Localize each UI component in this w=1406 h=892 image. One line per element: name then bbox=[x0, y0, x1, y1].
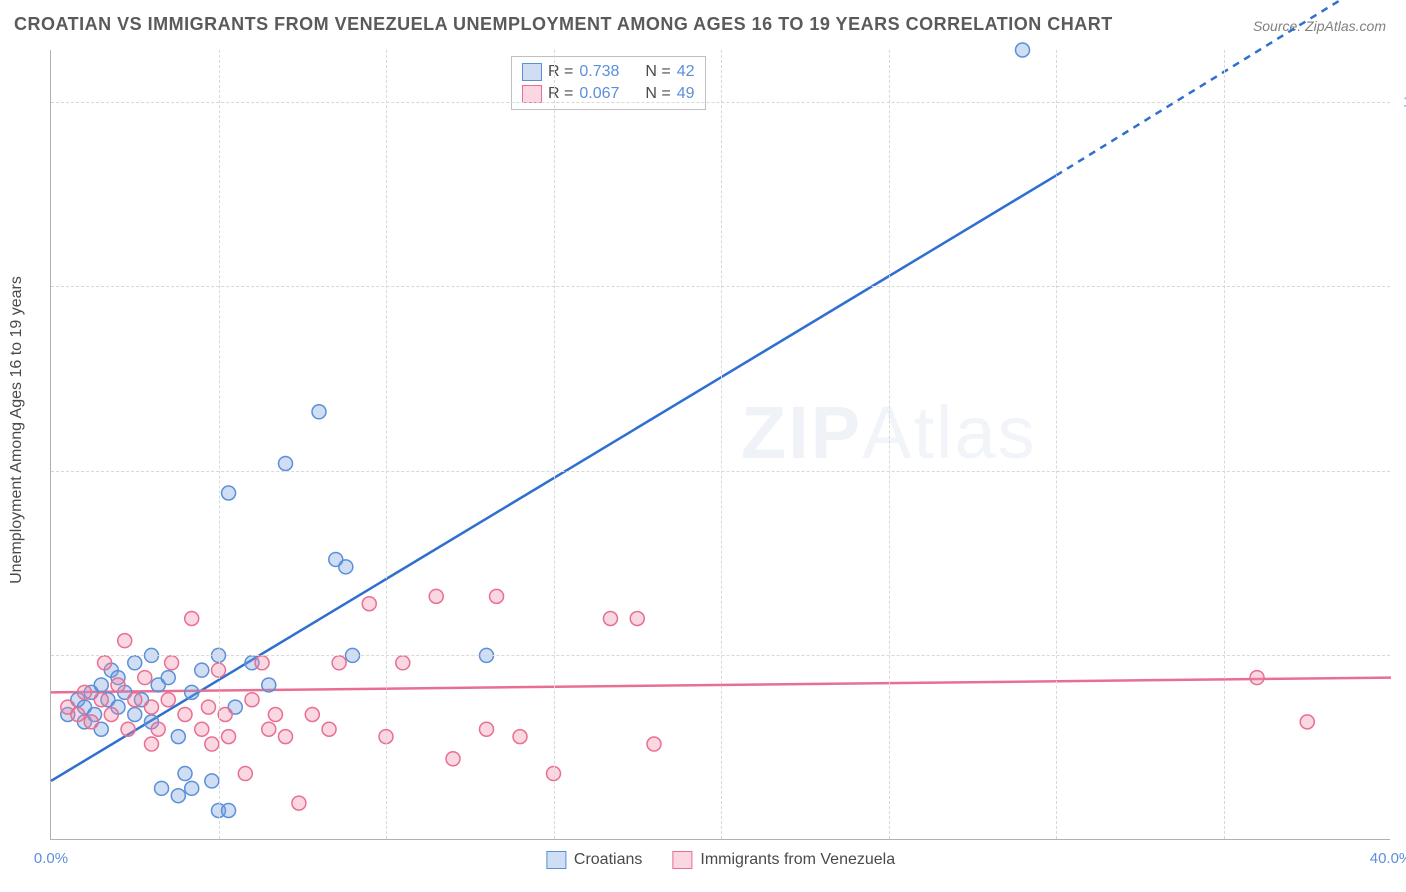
legend-item-0: Croatians bbox=[546, 851, 642, 869]
scatter-point bbox=[185, 685, 199, 699]
scatter-point bbox=[222, 486, 236, 500]
scatter-point bbox=[292, 796, 306, 810]
gridline-v bbox=[889, 50, 890, 839]
scatter-point bbox=[195, 663, 209, 677]
scatter-point bbox=[332, 656, 346, 670]
scatter-point bbox=[362, 597, 376, 611]
y-axis-label: Unemployment Among Ages 16 to 19 years bbox=[8, 276, 26, 584]
scatter-point bbox=[94, 678, 108, 692]
scatter-point bbox=[171, 789, 185, 803]
scatter-point bbox=[171, 730, 185, 744]
r-label: R = bbox=[548, 63, 573, 81]
chart-title: CROATIAN VS IMMIGRANTS FROM VENEZUELA UN… bbox=[14, 14, 1113, 35]
gridline-v bbox=[1056, 50, 1057, 839]
scatter-point bbox=[647, 737, 661, 751]
scatter-point bbox=[255, 656, 269, 670]
scatter-point bbox=[185, 781, 199, 795]
scatter-point bbox=[195, 722, 209, 736]
scatter-point bbox=[178, 707, 192, 721]
scatter-point bbox=[1250, 671, 1264, 685]
r-value-1: 0.067 bbox=[579, 85, 619, 103]
legend-row-series-0: R = 0.738 N = 42 bbox=[522, 61, 695, 83]
scatter-point bbox=[218, 707, 232, 721]
scatter-point bbox=[429, 589, 443, 603]
scatter-point bbox=[312, 405, 326, 419]
scatter-point bbox=[128, 656, 142, 670]
scatter-point bbox=[118, 634, 132, 648]
scatter-point bbox=[104, 707, 118, 721]
scatter-point bbox=[480, 722, 494, 736]
x-tick-label: 0.0% bbox=[34, 850, 68, 867]
scatter-point bbox=[222, 730, 236, 744]
x-tick-label: 40.0% bbox=[1370, 850, 1406, 867]
r-value-0: 0.738 bbox=[579, 63, 619, 81]
gridline-v bbox=[1224, 50, 1225, 839]
scatter-point bbox=[279, 730, 293, 744]
scatter-point bbox=[396, 656, 410, 670]
swatch-series-1 bbox=[672, 851, 692, 869]
gridline-v bbox=[721, 50, 722, 839]
scatter-point bbox=[185, 612, 199, 626]
scatter-point bbox=[513, 730, 527, 744]
gridline-v bbox=[386, 50, 387, 839]
scatter-point bbox=[268, 707, 282, 721]
scatter-point bbox=[201, 700, 215, 714]
plot-area: ZIPAtlas R = 0.738 N = 42 R = 0.067 N = … bbox=[50, 50, 1390, 840]
scatter-point bbox=[1300, 715, 1314, 729]
n-label: N = bbox=[645, 85, 670, 103]
gridline-v bbox=[219, 50, 220, 839]
source-attribution: Source: ZipAtlas.com bbox=[1253, 18, 1386, 34]
scatter-point bbox=[98, 656, 112, 670]
series-legend: Croatians Immigrants from Venezuela bbox=[546, 851, 895, 869]
scatter-point bbox=[205, 774, 219, 788]
scatter-point bbox=[322, 722, 336, 736]
scatter-point bbox=[121, 722, 135, 736]
scatter-point bbox=[205, 737, 219, 751]
scatter-point bbox=[111, 678, 125, 692]
scatter-point bbox=[151, 722, 165, 736]
legend-label-0: Croatians bbox=[574, 851, 642, 869]
scatter-point bbox=[245, 693, 259, 707]
legend-item-1: Immigrants from Venezuela bbox=[672, 851, 895, 869]
scatter-point bbox=[630, 612, 644, 626]
scatter-point bbox=[262, 678, 276, 692]
scatter-point bbox=[145, 700, 159, 714]
scatter-point bbox=[339, 560, 353, 574]
scatter-point bbox=[155, 781, 169, 795]
scatter-point bbox=[145, 737, 159, 751]
swatch-series-0 bbox=[522, 63, 542, 81]
scatter-point bbox=[165, 656, 179, 670]
n-value-1: 49 bbox=[677, 85, 695, 103]
scatter-point bbox=[446, 752, 460, 766]
n-label: N = bbox=[645, 63, 670, 81]
scatter-point bbox=[138, 671, 152, 685]
scatter-point bbox=[71, 707, 85, 721]
scatter-point bbox=[128, 693, 142, 707]
scatter-point bbox=[178, 767, 192, 781]
scatter-point bbox=[1016, 43, 1030, 57]
scatter-point bbox=[490, 589, 504, 603]
scatter-point bbox=[78, 685, 92, 699]
r-label: R = bbox=[548, 85, 573, 103]
scatter-point bbox=[161, 671, 175, 685]
scatter-point bbox=[84, 715, 98, 729]
scatter-point bbox=[94, 693, 108, 707]
scatter-point bbox=[128, 707, 142, 721]
n-value-0: 42 bbox=[677, 63, 695, 81]
gridline-v bbox=[554, 50, 555, 839]
scatter-point bbox=[238, 767, 252, 781]
swatch-series-1 bbox=[522, 85, 542, 103]
legend-label-1: Immigrants from Venezuela bbox=[700, 851, 895, 869]
scatter-point bbox=[305, 707, 319, 721]
scatter-point bbox=[222, 803, 236, 817]
scatter-point bbox=[603, 612, 617, 626]
swatch-series-0 bbox=[546, 851, 566, 869]
scatter-point bbox=[262, 722, 276, 736]
scatter-point bbox=[279, 456, 293, 470]
scatter-point bbox=[161, 693, 175, 707]
